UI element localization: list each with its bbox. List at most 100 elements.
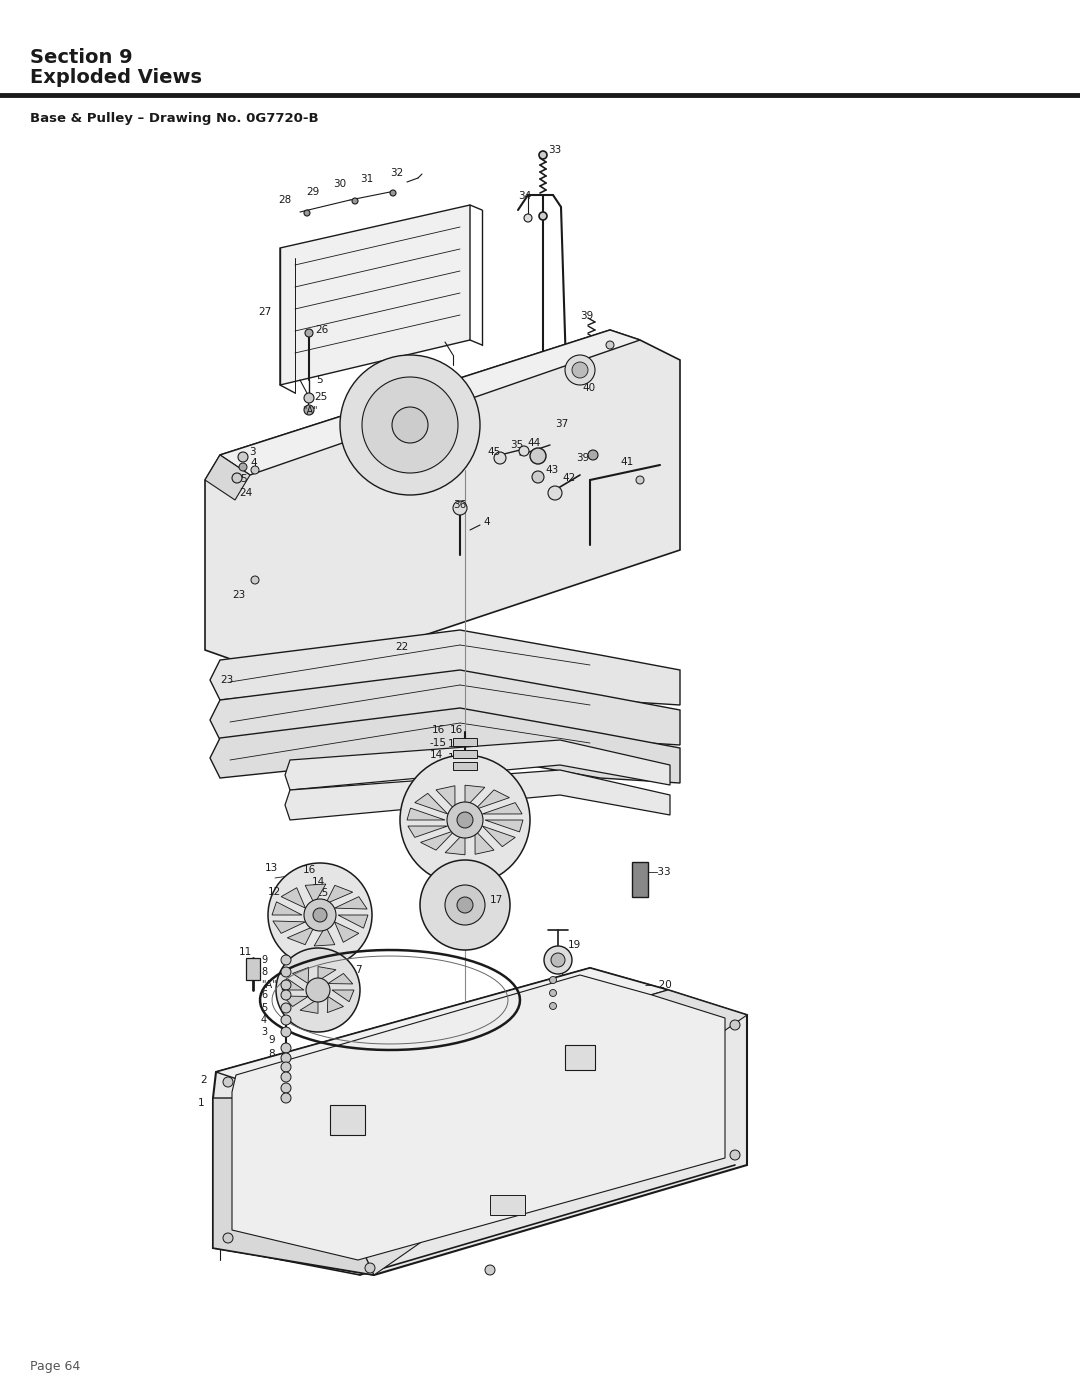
Bar: [453, 738, 477, 746]
Text: 43: 43: [545, 465, 558, 475]
Text: 5: 5: [240, 474, 246, 483]
Circle shape: [303, 900, 336, 930]
Polygon shape: [485, 820, 523, 831]
Circle shape: [532, 471, 544, 483]
Polygon shape: [338, 915, 368, 928]
Text: 13: 13: [265, 863, 279, 873]
Text: 35: 35: [510, 440, 523, 450]
Text: 8: 8: [261, 967, 267, 977]
Text: 16: 16: [303, 865, 316, 875]
Polygon shape: [232, 975, 725, 1260]
Polygon shape: [285, 740, 670, 789]
Text: 16: 16: [432, 725, 445, 735]
Text: 39: 39: [580, 312, 593, 321]
Polygon shape: [475, 789, 510, 810]
Text: 21: 21: [500, 773, 513, 782]
Text: —33: —33: [648, 868, 672, 877]
Text: 1: 1: [198, 1098, 204, 1108]
Circle shape: [281, 1062, 291, 1071]
Text: 12: 12: [268, 887, 281, 897]
Polygon shape: [328, 974, 353, 983]
Polygon shape: [283, 996, 308, 1007]
Circle shape: [281, 981, 291, 990]
Polygon shape: [210, 708, 680, 782]
Circle shape: [281, 1003, 291, 1013]
Circle shape: [485, 1266, 495, 1275]
Polygon shape: [281, 887, 306, 908]
Bar: [453, 750, 477, 759]
Text: 4: 4: [249, 458, 257, 468]
Polygon shape: [335, 897, 367, 909]
Circle shape: [390, 190, 396, 196]
Text: 15: 15: [448, 739, 461, 749]
Text: 6: 6: [265, 1076, 272, 1085]
Text: 16: 16: [450, 725, 463, 735]
Polygon shape: [280, 205, 470, 386]
Circle shape: [548, 486, 562, 500]
Circle shape: [238, 453, 248, 462]
Polygon shape: [213, 968, 747, 1275]
Text: "A": "A": [265, 1063, 280, 1071]
Circle shape: [303, 210, 310, 217]
Text: 3: 3: [249, 447, 256, 457]
Text: 36: 36: [453, 500, 467, 510]
Circle shape: [303, 393, 314, 402]
Polygon shape: [294, 990, 747, 1275]
Text: 38: 38: [573, 351, 586, 360]
Polygon shape: [318, 967, 336, 981]
Polygon shape: [475, 830, 494, 855]
Bar: [246, 958, 260, 981]
Circle shape: [636, 476, 644, 483]
Circle shape: [281, 967, 291, 977]
Text: 44: 44: [527, 439, 540, 448]
Polygon shape: [220, 330, 640, 475]
Text: 4: 4: [261, 1016, 267, 1025]
Circle shape: [281, 1053, 291, 1063]
Polygon shape: [205, 330, 680, 680]
Circle shape: [530, 448, 546, 464]
Circle shape: [281, 990, 291, 1000]
Text: 24: 24: [239, 488, 253, 497]
Text: 22: 22: [395, 643, 408, 652]
Text: 26: 26: [315, 326, 328, 335]
Circle shape: [239, 462, 247, 471]
Circle shape: [365, 1263, 375, 1273]
Text: 7: 7: [355, 965, 362, 975]
Text: 25: 25: [314, 393, 327, 402]
Text: 4: 4: [557, 985, 563, 995]
Circle shape: [281, 1044, 291, 1053]
Polygon shape: [282, 978, 303, 990]
Circle shape: [251, 576, 259, 584]
Circle shape: [447, 802, 483, 838]
Text: 19: 19: [568, 940, 581, 950]
Text: 8: 8: [268, 1049, 274, 1059]
Polygon shape: [465, 785, 485, 807]
Circle shape: [303, 405, 314, 415]
Text: 17: 17: [490, 895, 503, 905]
Circle shape: [730, 1020, 740, 1030]
Circle shape: [565, 355, 595, 386]
Polygon shape: [314, 926, 335, 946]
Circle shape: [281, 956, 291, 965]
Text: 9: 9: [261, 956, 267, 965]
Text: Exploded Views: Exploded Views: [30, 68, 202, 87]
Polygon shape: [327, 996, 343, 1013]
Text: 3: 3: [261, 1027, 267, 1037]
Text: 9: 9: [268, 1035, 274, 1045]
Circle shape: [539, 212, 546, 219]
Text: 11: 11: [239, 947, 253, 957]
Text: 2: 2: [200, 1076, 206, 1085]
Text: 6: 6: [261, 990, 267, 1000]
Polygon shape: [293, 967, 309, 983]
Text: "A": "A": [302, 407, 318, 416]
Circle shape: [572, 362, 588, 379]
Circle shape: [457, 812, 473, 828]
Polygon shape: [415, 793, 448, 814]
Polygon shape: [335, 922, 359, 943]
Text: 15: 15: [316, 888, 329, 898]
Circle shape: [524, 214, 532, 222]
Circle shape: [392, 407, 428, 443]
Polygon shape: [213, 1098, 374, 1275]
Circle shape: [281, 1092, 291, 1104]
Polygon shape: [407, 807, 445, 820]
